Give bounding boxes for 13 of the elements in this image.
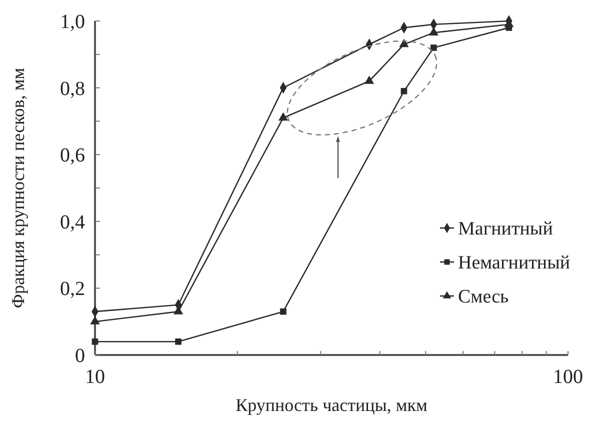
x-tick-label: 10 — [85, 366, 105, 388]
legend-label: Магнитный — [458, 218, 553, 240]
legend-label: Смесь — [458, 286, 510, 308]
y-tick-label: 0,6 — [60, 144, 85, 167]
y-tick-label: 0,8 — [60, 78, 85, 100]
y-tick-label: 0 — [75, 345, 85, 367]
y-tick-label: 0,2 — [60, 278, 85, 300]
y-tick-label: 1,0 — [60, 11, 85, 33]
x-axis-title: Крупность частицы, мкм — [236, 395, 428, 415]
x-tick-label: 100 — [553, 366, 583, 388]
legend-label: Немагнитный — [458, 252, 570, 274]
y-tick-label: 0,4 — [60, 211, 85, 234]
y-axis-title: Фракция крупности песков, мм — [8, 68, 28, 308]
